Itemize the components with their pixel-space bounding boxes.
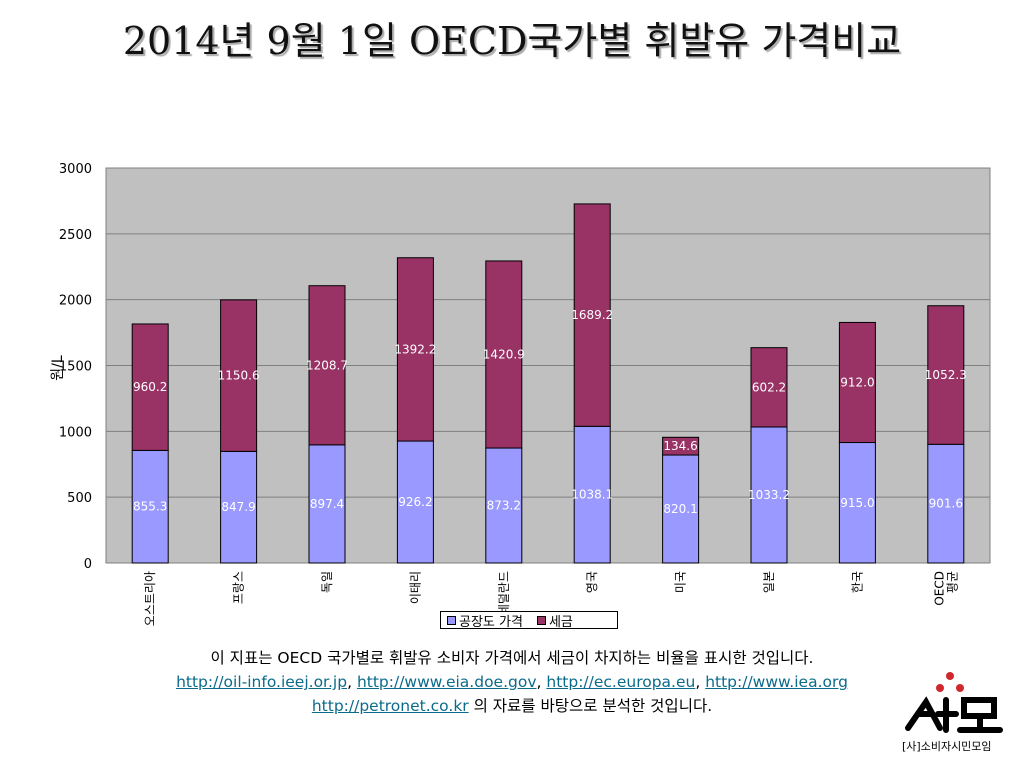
y-tick-label: 1500 <box>59 360 92 375</box>
bar-factory-price <box>927 443 965 564</box>
y-axis-label: 원/L <box>50 355 66 381</box>
data-label: 1689.2 <box>571 308 613 322</box>
data-label: 1038.1 <box>571 488 613 502</box>
bar-tax <box>131 323 169 451</box>
x-tick-label-text: 미국 <box>674 571 688 593</box>
data-label: 820.1 <box>663 502 697 516</box>
bar-tax <box>662 436 700 456</box>
data-label: 1052.3 <box>925 368 967 382</box>
footer-tail: 의 자료를 바탕으로 분석한 것입니다. <box>468 697 713 715</box>
x-tick-label: 영국 <box>585 571 599 593</box>
y-tick-label: 2500 <box>59 228 92 243</box>
x-tick-label: OECD 평균 <box>932 571 959 606</box>
data-label: 1033.2 <box>748 488 790 502</box>
data-label: 901.6 <box>929 497 963 511</box>
source-link-petronet[interactable]: http://petronet.co.kr <box>311 697 469 715</box>
y-tick-label: 0 <box>84 557 92 572</box>
x-tick-label-text: 한국 <box>850 571 864 593</box>
x-tick-label-text: 독일 <box>320 571 334 593</box>
legend-item-tax: 세금 <box>536 611 573 630</box>
x-tick-label: 오스트리아 <box>143 571 157 626</box>
x-tick-label: 한국 <box>850 571 864 593</box>
bar-factory-price <box>396 440 434 564</box>
logo-dot <box>946 672 954 680</box>
y-tick-label: 2000 <box>59 294 92 309</box>
footer-note: 이 지표는 OECD 국가별로 휘발유 소비자 가격에서 세금이 차지하는 비율… <box>40 646 984 718</box>
x-tick-label-text: 영국 <box>585 571 599 593</box>
data-label: 1392.2 <box>394 342 436 356</box>
x-tick-label: 네덜란드 <box>497 571 511 615</box>
data-label: 873.2 <box>487 499 521 513</box>
legend-swatch-factory-price <box>447 615 456 625</box>
x-tick-label-text: 프랑스 <box>232 571 246 604</box>
legend-label-tax: 세금 <box>548 614 573 630</box>
x-tick-label-text: OECD <box>932 571 946 606</box>
logo-dot <box>956 684 964 692</box>
x-tick-label: 미국 <box>674 571 688 593</box>
y-tick-label: 1000 <box>59 425 92 440</box>
logo-text: [사]소비자시민모임 <box>902 740 992 753</box>
bar-tax <box>750 347 788 428</box>
x-tick-label-text: 일본 <box>762 571 776 593</box>
data-label: 915.0 <box>840 496 874 510</box>
data-label: 1150.6 <box>218 369 260 383</box>
bar-factory-price <box>308 444 346 564</box>
bar-factory-price <box>750 426 788 564</box>
bar-tax <box>396 257 434 442</box>
data-label: 1420.9 <box>483 347 525 361</box>
logo-mark <box>935 697 959 733</box>
x-tick-label-text: 이태리 <box>408 571 422 604</box>
bar-tax <box>485 260 523 449</box>
data-label: 134.6 <box>663 439 697 453</box>
legend-swatch-tax <box>536 615 546 625</box>
chart-title: 2014년 9월 1일 OECD국가별 휘발유 가격비교 <box>122 19 902 63</box>
y-tick-label: 500 <box>67 491 92 506</box>
source-link-ec-europa[interactable]: http://ec.europa.eu <box>546 673 696 691</box>
stacked-bar-chart: 0 500 1000 1500 2000 2500 3000 855.3 960.2 847.9… <box>50 162 991 626</box>
bar-factory-price <box>662 454 700 564</box>
bar-factory-price <box>838 442 876 564</box>
separator: , <box>347 673 357 691</box>
data-label: 855.3 <box>133 500 167 514</box>
x-tick-label-text: 네덜란드 <box>497 571 511 615</box>
source-link-ieej[interactable]: http://oil-info.ieej.or.jp <box>176 673 348 691</box>
logo-mark <box>957 713 1003 733</box>
x-tick-label-text: 오스트리아 <box>143 571 157 626</box>
bar-tax <box>308 285 346 446</box>
separator: , <box>695 673 706 691</box>
legend-label-factory-price: 공장도 가격 <box>459 614 523 630</box>
footer-description: 이 지표는 OECD 국가별로 휘발유 소비자 가격에서 세금이 차지하는 비율… <box>210 649 814 667</box>
x-tick-label: 프랑스 <box>232 571 246 604</box>
bar-factory-price <box>485 447 523 564</box>
bar-factory-price <box>573 425 611 564</box>
bar-factory-price <box>131 449 169 564</box>
data-label: 602.2 <box>752 380 786 394</box>
data-label: 847.9 <box>221 500 255 514</box>
chart-legend: 공장도 가격 세금 <box>440 611 618 630</box>
x-tick-label-text: 평균 <box>945 571 959 593</box>
data-label: 960.2 <box>133 380 167 394</box>
x-tick-label: 일본 <box>762 571 776 593</box>
bar-factory-price <box>220 450 258 564</box>
source-link-iea[interactable]: http://www.iea.org <box>705 673 848 691</box>
source-link-eia[interactable]: http://www.eia.doe.gov <box>356 673 537 691</box>
bar-tax <box>838 321 876 444</box>
logo-mark <box>905 696 943 731</box>
data-label: 897.4 <box>310 497 344 511</box>
footer-sources: http://oil-info.ieej.or.jp, http://www.e… <box>40 670 984 694</box>
data-label: 926.2 <box>398 495 432 509</box>
bar-tax <box>573 203 611 427</box>
footer-sources-line2: http://petronet.co.kr 의 자료를 바탕으로 분석한 것입니… <box>40 694 984 718</box>
x-tick-label: 독일 <box>320 571 334 593</box>
data-label: 1208.7 <box>306 358 348 372</box>
separator: , <box>536 673 547 691</box>
x-tick-label: 이태리 <box>408 571 422 604</box>
organization-logo <box>905 672 1003 733</box>
logo-dot <box>936 684 944 692</box>
bar-tax <box>927 305 965 445</box>
data-label: 912.0 <box>840 375 874 389</box>
y-tick-label: 3000 <box>59 162 92 177</box>
bar-tax <box>220 299 258 452</box>
legend-item-factory-price: 공장도 가격 <box>447 611 523 630</box>
